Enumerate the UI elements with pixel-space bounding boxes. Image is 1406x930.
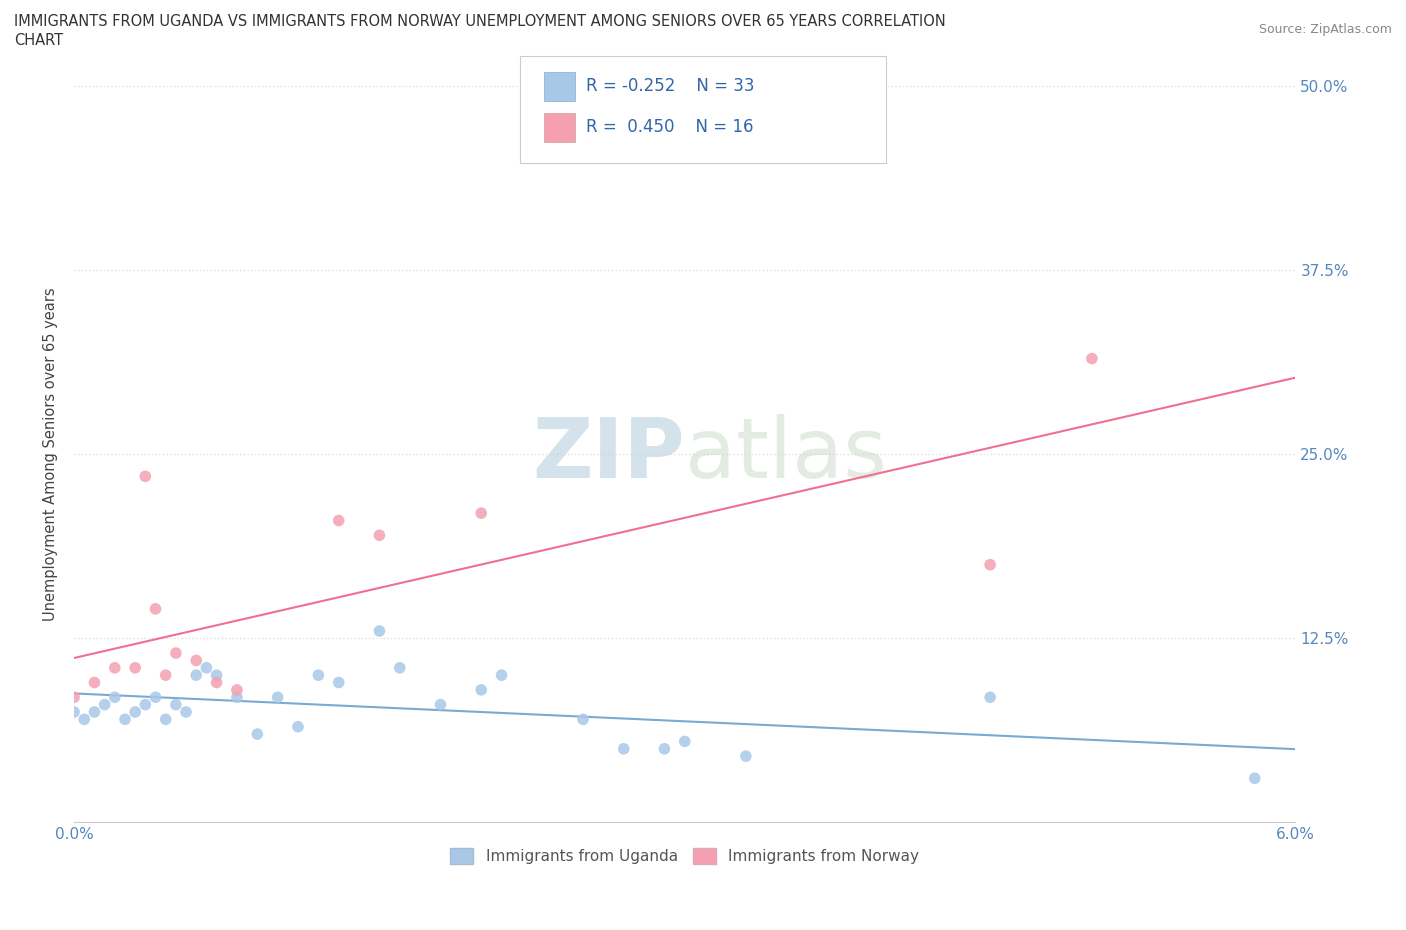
Point xyxy=(63,705,86,720)
Point xyxy=(155,668,177,683)
Point xyxy=(307,668,329,683)
Point xyxy=(205,675,228,690)
Point xyxy=(1243,771,1265,786)
Point xyxy=(572,711,595,726)
Point xyxy=(145,602,167,617)
Point xyxy=(368,623,391,638)
Point xyxy=(93,698,115,712)
Point xyxy=(155,711,177,726)
Point xyxy=(195,660,218,675)
Point xyxy=(134,469,156,484)
Point xyxy=(266,690,288,705)
Point xyxy=(470,683,492,698)
Point xyxy=(673,734,696,749)
Y-axis label: Unemployment Among Seniors over 65 years: Unemployment Among Seniors over 65 years xyxy=(44,287,58,621)
Point xyxy=(186,653,208,668)
Legend: Immigrants from Uganda, Immigrants from Norway: Immigrants from Uganda, Immigrants from … xyxy=(444,842,925,870)
Point xyxy=(83,705,105,720)
Point xyxy=(328,675,350,690)
Point xyxy=(1081,352,1104,366)
Point xyxy=(83,675,105,690)
Point xyxy=(186,668,208,683)
Point xyxy=(470,506,492,521)
Point xyxy=(205,668,228,683)
Text: R =  0.450    N = 16: R = 0.450 N = 16 xyxy=(586,118,754,137)
Point xyxy=(246,726,269,741)
Point xyxy=(328,513,350,528)
Point xyxy=(654,741,676,756)
Point xyxy=(104,660,127,675)
Point xyxy=(979,690,1001,705)
Point xyxy=(165,645,187,660)
Point xyxy=(63,690,86,705)
Text: ZIP: ZIP xyxy=(533,414,685,495)
Point xyxy=(114,711,136,726)
Point xyxy=(134,698,156,712)
Point xyxy=(145,690,167,705)
Point xyxy=(174,705,197,720)
Point xyxy=(226,683,249,698)
Point xyxy=(104,690,127,705)
Point xyxy=(287,719,309,734)
Point xyxy=(368,528,391,543)
Text: Source: ZipAtlas.com: Source: ZipAtlas.com xyxy=(1258,23,1392,36)
Point xyxy=(613,741,636,756)
Point xyxy=(491,668,513,683)
Point xyxy=(124,660,146,675)
Text: atlas: atlas xyxy=(685,414,887,495)
Point xyxy=(734,749,756,764)
Text: CHART: CHART xyxy=(14,33,63,47)
Text: R = -0.252    N = 33: R = -0.252 N = 33 xyxy=(586,77,755,96)
Point xyxy=(124,705,146,720)
Point xyxy=(429,698,451,712)
Point xyxy=(165,698,187,712)
Point xyxy=(979,557,1001,572)
Text: IMMIGRANTS FROM UGANDA VS IMMIGRANTS FROM NORWAY UNEMPLOYMENT AMONG SENIORS OVER: IMMIGRANTS FROM UGANDA VS IMMIGRANTS FRO… xyxy=(14,14,946,29)
Point xyxy=(73,711,96,726)
Point xyxy=(226,690,249,705)
Point xyxy=(388,660,411,675)
